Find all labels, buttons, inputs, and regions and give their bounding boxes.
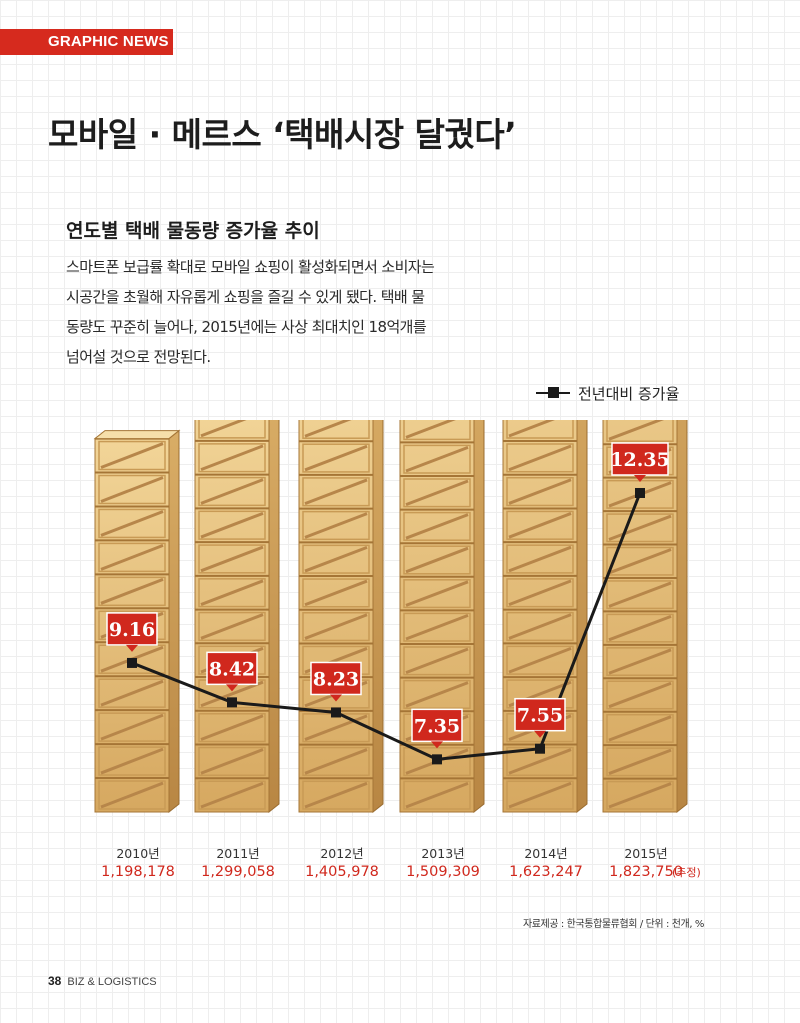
rate-point-marker bbox=[635, 487, 645, 498]
legend-label: 전년대비 증가율 bbox=[578, 384, 680, 403]
chart-legend: 전년대비 증가율 bbox=[536, 382, 679, 404]
bar-crate-stack bbox=[602, 420, 688, 814]
rate-point-marker bbox=[331, 707, 341, 718]
rate-callout: 12.35 bbox=[610, 442, 670, 482]
estimate-note: (추정) bbox=[672, 866, 701, 879]
x-tick-label: 2013년 bbox=[421, 846, 464, 861]
rate-value-label: 8.42 bbox=[209, 658, 255, 680]
rate-value-label: 7.35 bbox=[414, 715, 460, 737]
article-description: 스마트폰 보급률 확대로 모바일 쇼핑이 활성화되면서 소비자는 시공간을 초월… bbox=[66, 258, 435, 366]
bar-crate-stack bbox=[298, 420, 384, 814]
page-title: 모바일 · 메르스 ‘택배시장 달궜다’ bbox=[48, 115, 517, 154]
rate-point-marker bbox=[432, 754, 442, 765]
bar-value-label: 1,299,058 bbox=[201, 864, 275, 880]
bar-value-label: 1,405,978 bbox=[305, 864, 379, 880]
crate-bar-chart: 9.16 8.42 8.23 7.35 7.55 12.35 2010년 1,198,178… bbox=[93, 420, 701, 880]
rate-callout: 8.42 bbox=[206, 651, 258, 692]
bar-crate-stack bbox=[194, 420, 280, 814]
magazine-name: BIZ & LOGISTICS bbox=[67, 976, 157, 988]
x-tick-label: 2015년 bbox=[624, 846, 667, 861]
x-tick-label: 2010년 bbox=[116, 846, 159, 861]
rate-callout: 9.16 bbox=[106, 612, 158, 652]
x-tick-label: 2011년 bbox=[216, 846, 259, 861]
rate-callout: 7.35 bbox=[411, 708, 463, 749]
rate-callout: 7.55 bbox=[514, 697, 566, 738]
chart-subtitle: 연도별 택배 물동량 증가율 추이 bbox=[66, 220, 320, 242]
bar-value-label: 1,198,178 bbox=[101, 864, 175, 880]
page-footer: 38 BIZ & LOGISTICS bbox=[48, 974, 157, 988]
source-note: 자료제공 : 한국통합물류협회 / 단위 : 천개, % bbox=[522, 919, 704, 930]
rate-point-marker bbox=[127, 657, 137, 668]
rate-value-label: 7.55 bbox=[517, 705, 563, 727]
bar-value-label: 1,623,247 bbox=[509, 864, 583, 880]
rate-value-label: 12.35 bbox=[610, 449, 670, 471]
bar-value-label: 1,509,309 bbox=[406, 864, 480, 880]
x-tick-label: 2012년 bbox=[320, 846, 363, 861]
legend-line-marker-icon bbox=[536, 387, 570, 398]
page-number: 38 bbox=[48, 974, 62, 988]
x-tick-label: 2014년 bbox=[524, 846, 567, 861]
rate-point-marker bbox=[227, 697, 237, 708]
bar-value-label: 1,823,750 bbox=[609, 864, 683, 880]
rate-value-label: 9.16 bbox=[109, 619, 155, 641]
rate-point-marker bbox=[535, 743, 545, 754]
section-tag: GRAPHIC NEWS bbox=[0, 29, 173, 55]
bar-crate-stack bbox=[399, 420, 485, 814]
rate-callout: 8.23 bbox=[310, 661, 362, 702]
rate-value-label: 8.23 bbox=[313, 668, 359, 690]
